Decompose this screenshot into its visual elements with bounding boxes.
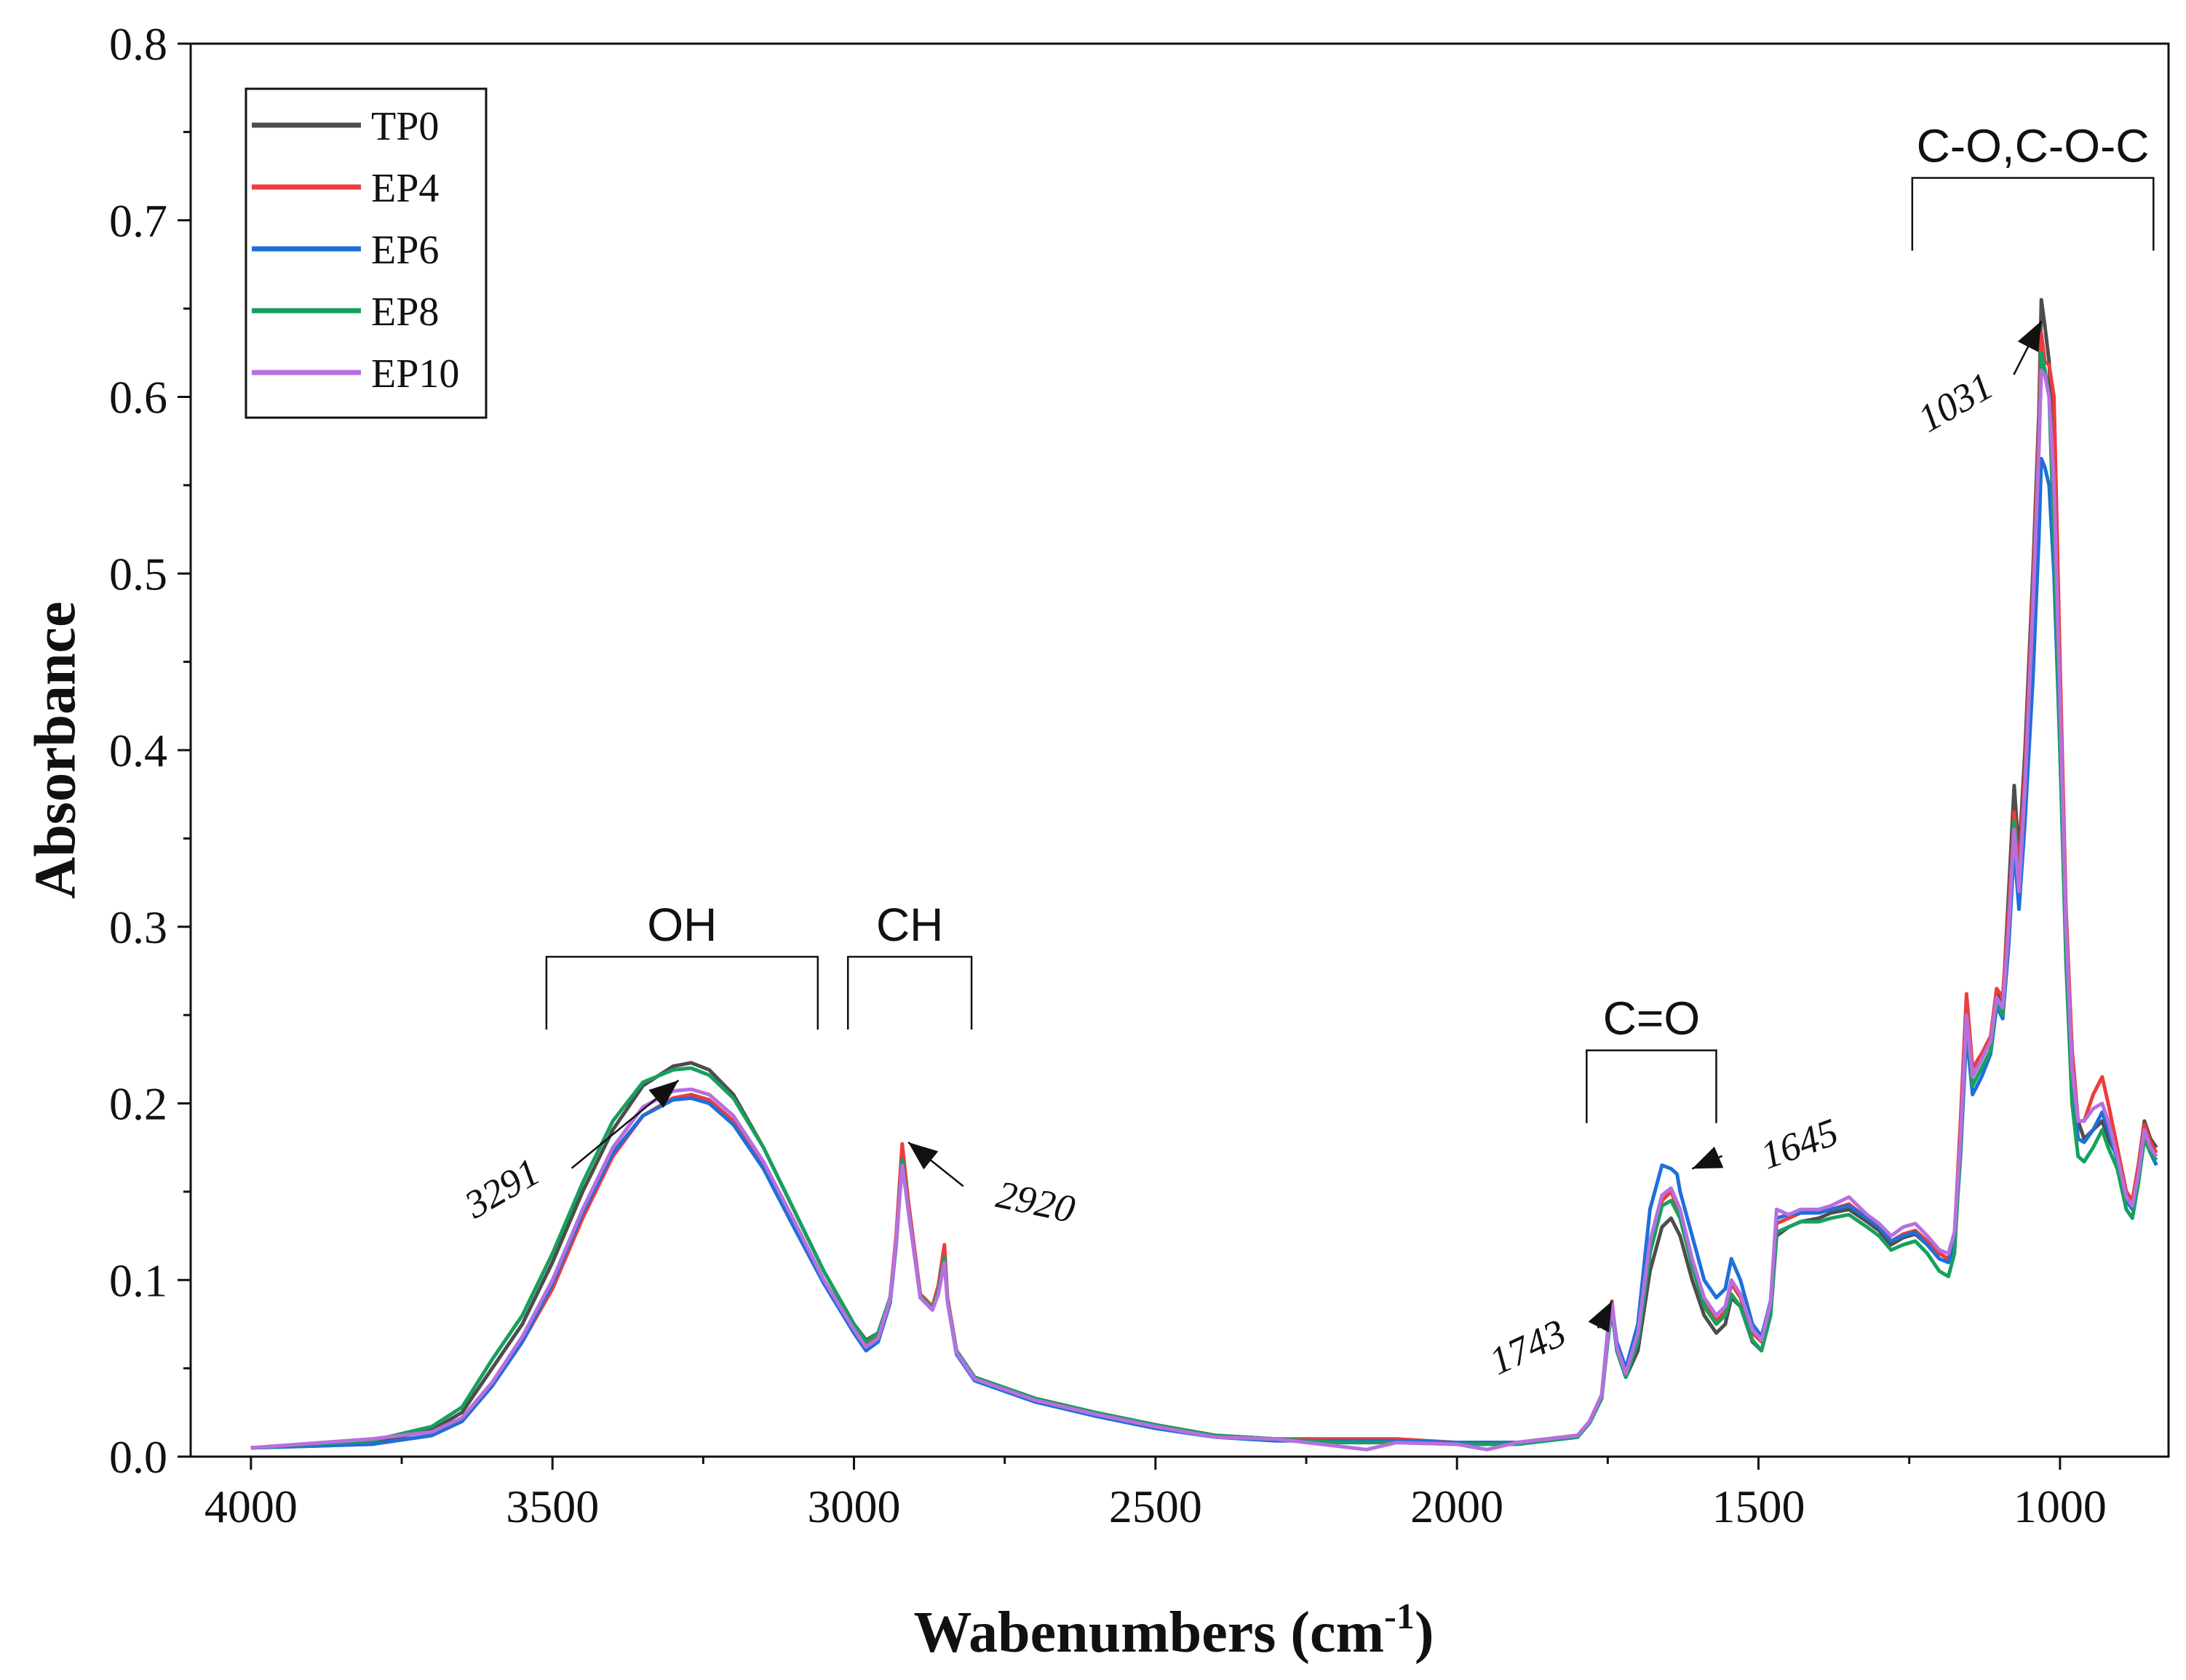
x-tick-label-1500: 1500 (1712, 1481, 1805, 1532)
series-layer (250, 298, 2158, 1452)
y-tick-label-0.2: 0.2 (109, 1078, 167, 1130)
peak-arrow-3291 (571, 1079, 680, 1169)
bracket-oh (545, 955, 819, 1030)
x-axis-title: Wabenumbers (cm-1) (914, 1596, 1434, 1665)
peak-label-1645: 1645 (1755, 1110, 1844, 1177)
y-tick-label-0.6: 0.6 (109, 372, 167, 423)
x-tick-label-1000: 1000 (2014, 1481, 2107, 1532)
peak-label-3291: 3291 (456, 1150, 546, 1227)
series-line-ep6 (250, 457, 2158, 1450)
peak-label-1031: 1031 (1910, 364, 2000, 441)
bracket-c-o-c-o-c (1911, 177, 2155, 251)
peak-arrow-1645 (1691, 1146, 1724, 1170)
legend-label-tp0: TP0 (371, 104, 439, 149)
peak-arrow-1031 (2013, 320, 2043, 375)
series-line-ep4 (250, 331, 2158, 1450)
bracket-c-double-o (1586, 1049, 1717, 1123)
group-label-c-double-o: C=O (1603, 992, 1700, 1045)
legend-box (245, 87, 488, 419)
x-tick-label-3500: 3500 (506, 1481, 599, 1532)
legend-label-ep10: EP10 (371, 351, 459, 397)
legend-label-ep4: EP4 (371, 166, 439, 211)
legend-label-ep8: EP8 (371, 290, 439, 335)
y-axis: 0.0 0.1 0.2 0.3 0.4 0.5 0.6 0.7 0.8 (109, 18, 191, 1483)
x-tick-label-3000: 3000 (808, 1481, 901, 1532)
peak-arrow-2920 (907, 1141, 964, 1187)
legend: TP0 EP4 EP6 EP8 EP10 (245, 87, 488, 419)
x-axis: 4000 3500 3000 2500 2000 1500 1000 (204, 1457, 2107, 1532)
x-tick-label-2500: 2500 (1109, 1481, 1202, 1532)
x-axis-title-main: Wabenumbers (cm (914, 1601, 1385, 1665)
series-line-tp0 (250, 298, 2158, 1450)
plot-frame (189, 42, 2170, 1458)
peak-label-2920: 2920 (993, 1172, 1078, 1231)
y-axis-title: Absorbance (23, 602, 87, 899)
group-label-c-o-c-o-c: C-O,C-O-C (1917, 119, 2150, 172)
group-label-oh: OH (647, 899, 717, 951)
y-tick-label-0.3: 0.3 (109, 901, 167, 953)
series-line-ep10 (250, 368, 2158, 1452)
y-tick-label-0.0: 0.0 (109, 1431, 167, 1483)
annotations: OH CH C=O C-O,C-O-C 3291 2920 1743 1645 1031 (456, 119, 2155, 1383)
peak-arrow-1743 (1588, 1300, 1613, 1333)
bracket-ch (846, 955, 973, 1030)
peak-label-1743: 1743 (1483, 1310, 1573, 1383)
x-axis-title-close: ) (1415, 1601, 1434, 1665)
y-tick-label-0.1: 0.1 (109, 1254, 167, 1306)
x-axis-title-superscript: -1 (1384, 1596, 1415, 1636)
y-tick-label-0.4: 0.4 (109, 725, 167, 776)
legend-label-ep6: EP6 (371, 228, 439, 273)
group-label-ch: CH (876, 899, 943, 951)
legend-items: TP0 EP4 EP6 EP8 EP10 (252, 104, 459, 397)
series-line-ep8 (250, 351, 2158, 1450)
x-tick-label-2000: 2000 (1410, 1481, 1503, 1532)
y-tick-label-0.5: 0.5 (109, 548, 167, 600)
x-tick-label-4000: 4000 (204, 1481, 298, 1532)
y-tick-label-0.7: 0.7 (109, 195, 167, 247)
y-tick-label-0.8: 0.8 (109, 18, 167, 70)
